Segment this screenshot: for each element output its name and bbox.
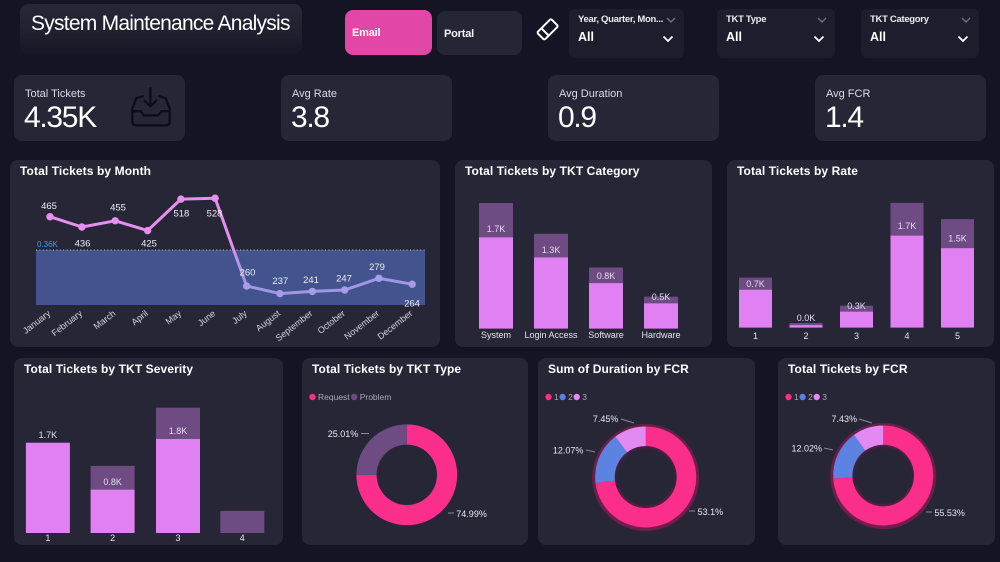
- svg-text:1.7K: 1.7K: [487, 224, 506, 234]
- svg-text:1.5K: 1.5K: [948, 234, 967, 244]
- svg-text:55.53%: 55.53%: [934, 508, 965, 518]
- svg-text:System: System: [481, 330, 511, 340]
- svg-text:247: 247: [336, 274, 352, 285]
- svg-text:3: 3: [854, 331, 859, 341]
- svg-text:0.8K: 0.8K: [103, 477, 122, 487]
- svg-text:November: November: [342, 308, 381, 341]
- svg-text:Hardware: Hardware: [641, 330, 680, 340]
- svg-text:279: 279: [369, 262, 385, 273]
- svg-text:3: 3: [582, 392, 587, 402]
- svg-text:Login Access: Login Access: [524, 330, 578, 340]
- svg-text:January: January: [21, 308, 53, 336]
- svg-text:0.0K: 0.0K: [797, 313, 816, 323]
- svg-text:May: May: [164, 308, 184, 327]
- svg-text:12.07%: 12.07%: [553, 446, 584, 456]
- svg-text:1.8K: 1.8K: [169, 426, 188, 436]
- svg-text:March: March: [92, 308, 118, 331]
- svg-text:October: October: [316, 308, 347, 336]
- svg-text:1.7K: 1.7K: [39, 430, 58, 440]
- svg-text:1: 1: [554, 392, 559, 402]
- svg-text:7.45%: 7.45%: [593, 414, 619, 424]
- svg-text:237: 237: [272, 276, 288, 287]
- svg-text:5: 5: [955, 331, 960, 341]
- svg-text:25.01%: 25.01%: [328, 429, 359, 439]
- svg-text:0.3K: 0.3K: [847, 301, 866, 311]
- svg-text:April: April: [129, 308, 149, 327]
- svg-text:Software: Software: [588, 330, 624, 340]
- svg-text:4: 4: [240, 533, 245, 543]
- svg-text:74.99%: 74.99%: [456, 509, 487, 519]
- svg-text:465: 465: [41, 201, 57, 212]
- svg-text:Request: Request: [318, 392, 350, 402]
- svg-text:2: 2: [110, 533, 115, 543]
- svg-text:Problem: Problem: [360, 392, 392, 402]
- svg-text:0.5K: 0.5K: [652, 292, 671, 302]
- svg-text:July: July: [230, 308, 249, 326]
- svg-text:53.1%: 53.1%: [698, 507, 724, 517]
- svg-text:455: 455: [110, 203, 126, 214]
- svg-text:February: February: [50, 308, 85, 338]
- svg-text:1: 1: [753, 331, 758, 341]
- svg-text:2: 2: [568, 392, 573, 402]
- svg-text:August: August: [254, 308, 283, 333]
- svg-text:241: 241: [303, 275, 319, 286]
- svg-text:4: 4: [904, 331, 909, 341]
- svg-text:7.43%: 7.43%: [831, 414, 857, 424]
- svg-text:2: 2: [803, 331, 808, 341]
- svg-text:0.8K: 0.8K: [597, 271, 616, 281]
- svg-text:264: 264: [404, 299, 420, 310]
- svg-text:1.7K: 1.7K: [898, 221, 917, 231]
- svg-text:3: 3: [822, 392, 827, 402]
- svg-text:3: 3: [175, 533, 180, 543]
- svg-text:260: 260: [240, 268, 256, 279]
- svg-text:December: December: [376, 308, 415, 341]
- svg-text:1.3K: 1.3K: [542, 245, 561, 255]
- svg-text:2: 2: [808, 392, 813, 402]
- svg-text:12.02%: 12.02%: [791, 444, 822, 454]
- svg-text:0.36K: 0.36K: [37, 240, 59, 249]
- svg-text:518: 518: [173, 209, 189, 220]
- svg-text:425: 425: [141, 239, 157, 250]
- svg-text:1: 1: [45, 533, 50, 543]
- svg-text:436: 436: [75, 239, 91, 250]
- svg-text:June: June: [196, 308, 218, 328]
- svg-text:528: 528: [207, 209, 223, 220]
- svg-text:1: 1: [794, 392, 799, 402]
- svg-text:0.7K: 0.7K: [746, 279, 765, 289]
